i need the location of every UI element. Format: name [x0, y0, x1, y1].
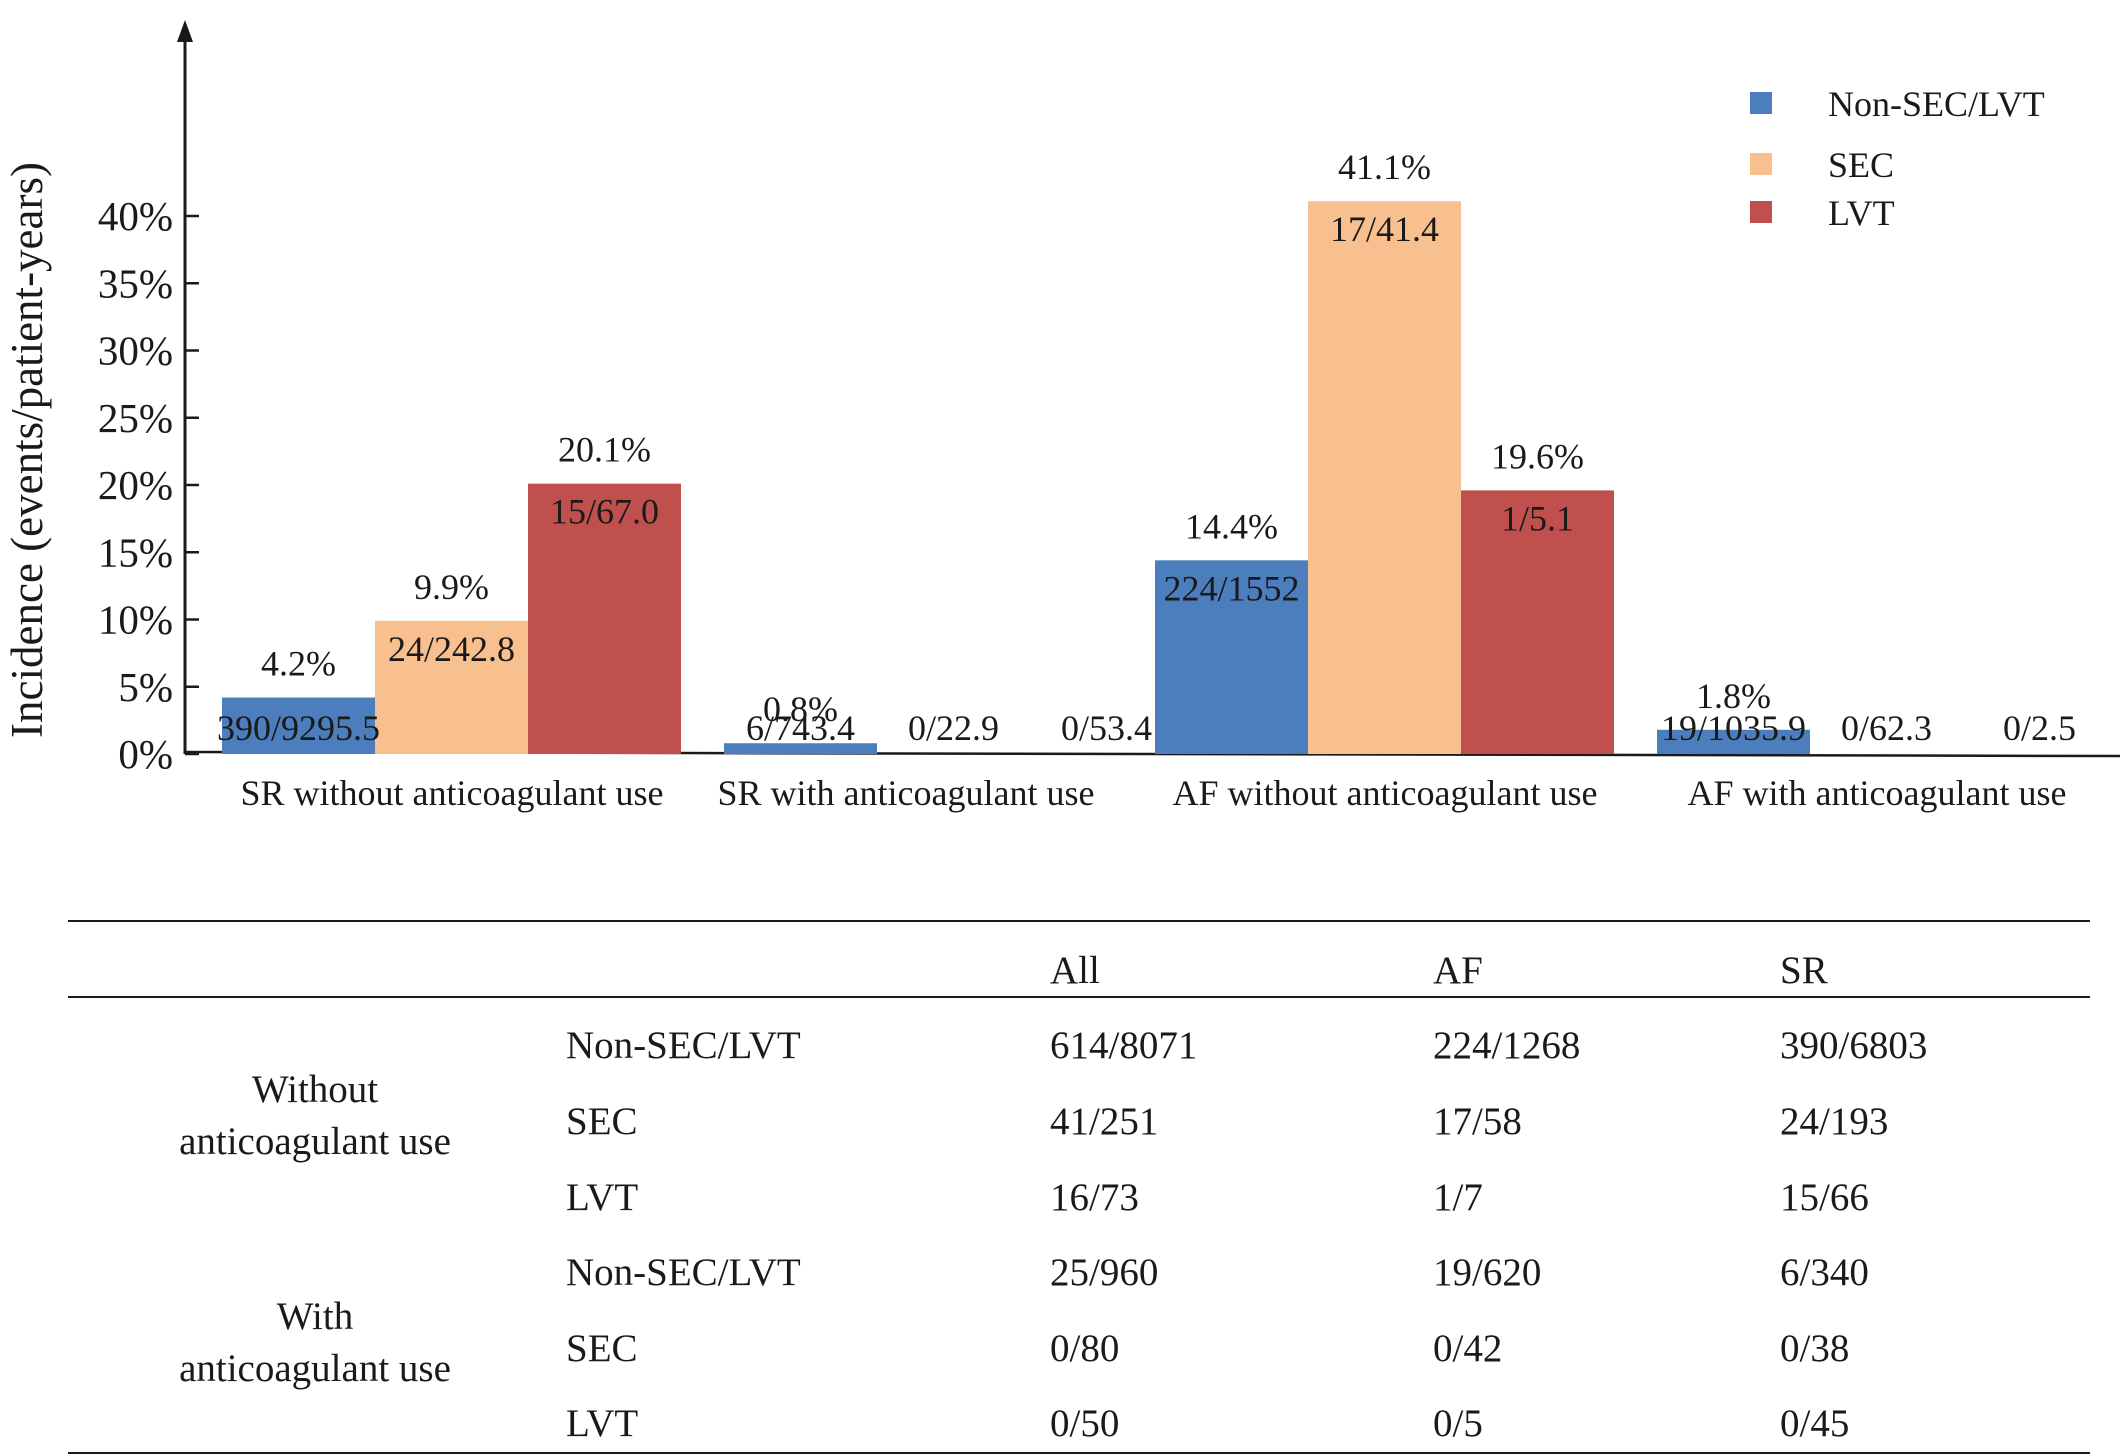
bar-ratio-label: 6/743.4 [746, 708, 855, 748]
cell-sr: 0/45 [1780, 1402, 1850, 1445]
bar-ratio-label: 19/1035.9 [1661, 708, 1806, 748]
cell-all: 41/251 [1050, 1100, 1159, 1143]
y-tick-label: 20% [98, 462, 173, 508]
bar-ratio-label: 1/5.1 [1501, 498, 1574, 538]
group-label-line2: anticoagulant use [179, 1347, 451, 1390]
legend-label: SEC [1828, 145, 1894, 185]
group-label-with: With anticoagulant use [125, 1291, 505, 1395]
cell-af: 19/620 [1433, 1251, 1542, 1294]
bar-ratio-label: 24/242.8 [388, 629, 515, 669]
legend-label: LVT [1828, 193, 1895, 233]
cell-sr: 15/66 [1780, 1176, 1869, 1219]
row-label: SEC [566, 1327, 638, 1370]
summary-table: All AF SR Without anticoagulant use With… [68, 920, 2090, 1454]
x-category-label: SR with anticoagulant use [718, 773, 1095, 813]
cell-af: 0/42 [1433, 1327, 1503, 1370]
column-header-af: AF [1433, 949, 1483, 992]
y-axis-arrow-icon [177, 20, 193, 42]
bar [222, 697, 375, 754]
cell-sr: 0/38 [1780, 1327, 1850, 1370]
bar-value-label: 14.4% [1185, 506, 1278, 546]
x-category-label: AF without anticoagulant use [1173, 773, 1598, 813]
bar-value-label: 41.1% [1338, 147, 1431, 187]
y-axis-label: Incidence (events/patient-years) [2, 162, 52, 738]
row-label: Non-SEC/LVT [566, 1024, 801, 1067]
y-tick-label: 40% [98, 193, 173, 239]
table-bottom-rule [68, 1452, 2090, 1454]
chart-bars [222, 201, 1810, 754]
bar [375, 620, 528, 754]
chart-axes: 0% 5% 10% 15% 20% 25% 30% 35% 40% Incidence (even… [2, 20, 2121, 813]
y-tick-label: 15% [98, 529, 173, 575]
row-label: SEC [566, 1100, 638, 1143]
cell-af: 1/7 [1433, 1176, 1483, 1219]
y-tick-label: 0% [118, 731, 173, 777]
bar-ratio-label: 0/2.5 [2003, 708, 2076, 748]
group-label-line1: With [276, 1295, 354, 1338]
chart-legend: Non-SEC/LVT SEC LVT [1750, 84, 2045, 233]
cell-af: 17/58 [1433, 1100, 1522, 1143]
row-label: Non-SEC/LVT [566, 1251, 801, 1294]
bar [1657, 729, 1810, 754]
y-tick-label: 25% [98, 395, 173, 441]
bar-value-label: 19.6% [1491, 436, 1584, 476]
cell-sr: 24/193 [1780, 1100, 1889, 1143]
cell-all: 0/50 [1050, 1402, 1120, 1445]
y-tick-label: 10% [98, 597, 173, 643]
bar-ratio-label: 390/9295.5 [217, 708, 380, 748]
legend-swatch [1750, 92, 1772, 114]
legend-swatch [1750, 201, 1772, 223]
column-header-sr: SR [1780, 949, 1828, 992]
bar [1155, 560, 1308, 754]
legend-swatch [1750, 153, 1772, 175]
group-label-without: Without anticoagulant use [125, 1064, 505, 1168]
bar-value-label: 20.1% [558, 430, 651, 470]
cell-af: 0/5 [1433, 1402, 1483, 1445]
cell-all: 16/73 [1050, 1176, 1139, 1219]
cell-all: 614/8071 [1050, 1024, 1198, 1067]
cell-all: 25/960 [1050, 1251, 1159, 1294]
group-label-line1: Without [251, 1068, 379, 1111]
bar-ratio-label: 15/67.0 [550, 492, 659, 532]
cell-all: 0/80 [1050, 1327, 1120, 1370]
legend-label: Non-SEC/LVT [1828, 84, 2045, 124]
bar-ratio-label: 17/41.4 [1330, 209, 1439, 249]
bar-value-label: 9.9% [414, 567, 489, 607]
group-label-line2: anticoagulant use [179, 1120, 451, 1163]
bar [1308, 201, 1461, 754]
cell-sr: 6/340 [1780, 1251, 1869, 1294]
row-label: LVT [566, 1176, 639, 1219]
row-label: LVT [566, 1402, 639, 1445]
bar-chart: 0% 5% 10% 15% 20% 25% 30% 35% 40% Incidence (even… [2, 20, 2121, 813]
bar-ratio-label: 0/22.9 [908, 708, 999, 748]
x-category-label: SR without anticoagulant use [241, 773, 664, 813]
chart-labels: 4.2% 390/9295.5 0.8%6/743.4 14.4% 224/1552 1.… [217, 147, 2076, 748]
y-tick-label: 35% [98, 260, 173, 306]
bar-value-label: 4.2% [261, 644, 336, 684]
y-tick-label: 30% [98, 328, 173, 374]
bar-value-label: 0.8% [763, 689, 838, 729]
bar-ratio-label: 0/53.4 [1061, 708, 1152, 748]
cell-af: 224/1268 [1433, 1024, 1581, 1067]
bar-value-label: 1.8% [1696, 676, 1771, 716]
cell-sr: 390/6803 [1780, 1024, 1928, 1067]
bar-ratio-label: 224/1552 [1163, 568, 1299, 608]
bar-ratio-label: 0/62.3 [1841, 708, 1932, 748]
y-tick-label: 5% [118, 664, 173, 710]
bar [724, 743, 877, 754]
column-header-all: All [1050, 949, 1100, 992]
x-category-label: AF with anticoagulant use [1688, 773, 2067, 813]
bar [1461, 490, 1614, 754]
table-header-rule [68, 996, 2090, 998]
bar [528, 483, 681, 754]
table-top-rule [68, 920, 2090, 922]
